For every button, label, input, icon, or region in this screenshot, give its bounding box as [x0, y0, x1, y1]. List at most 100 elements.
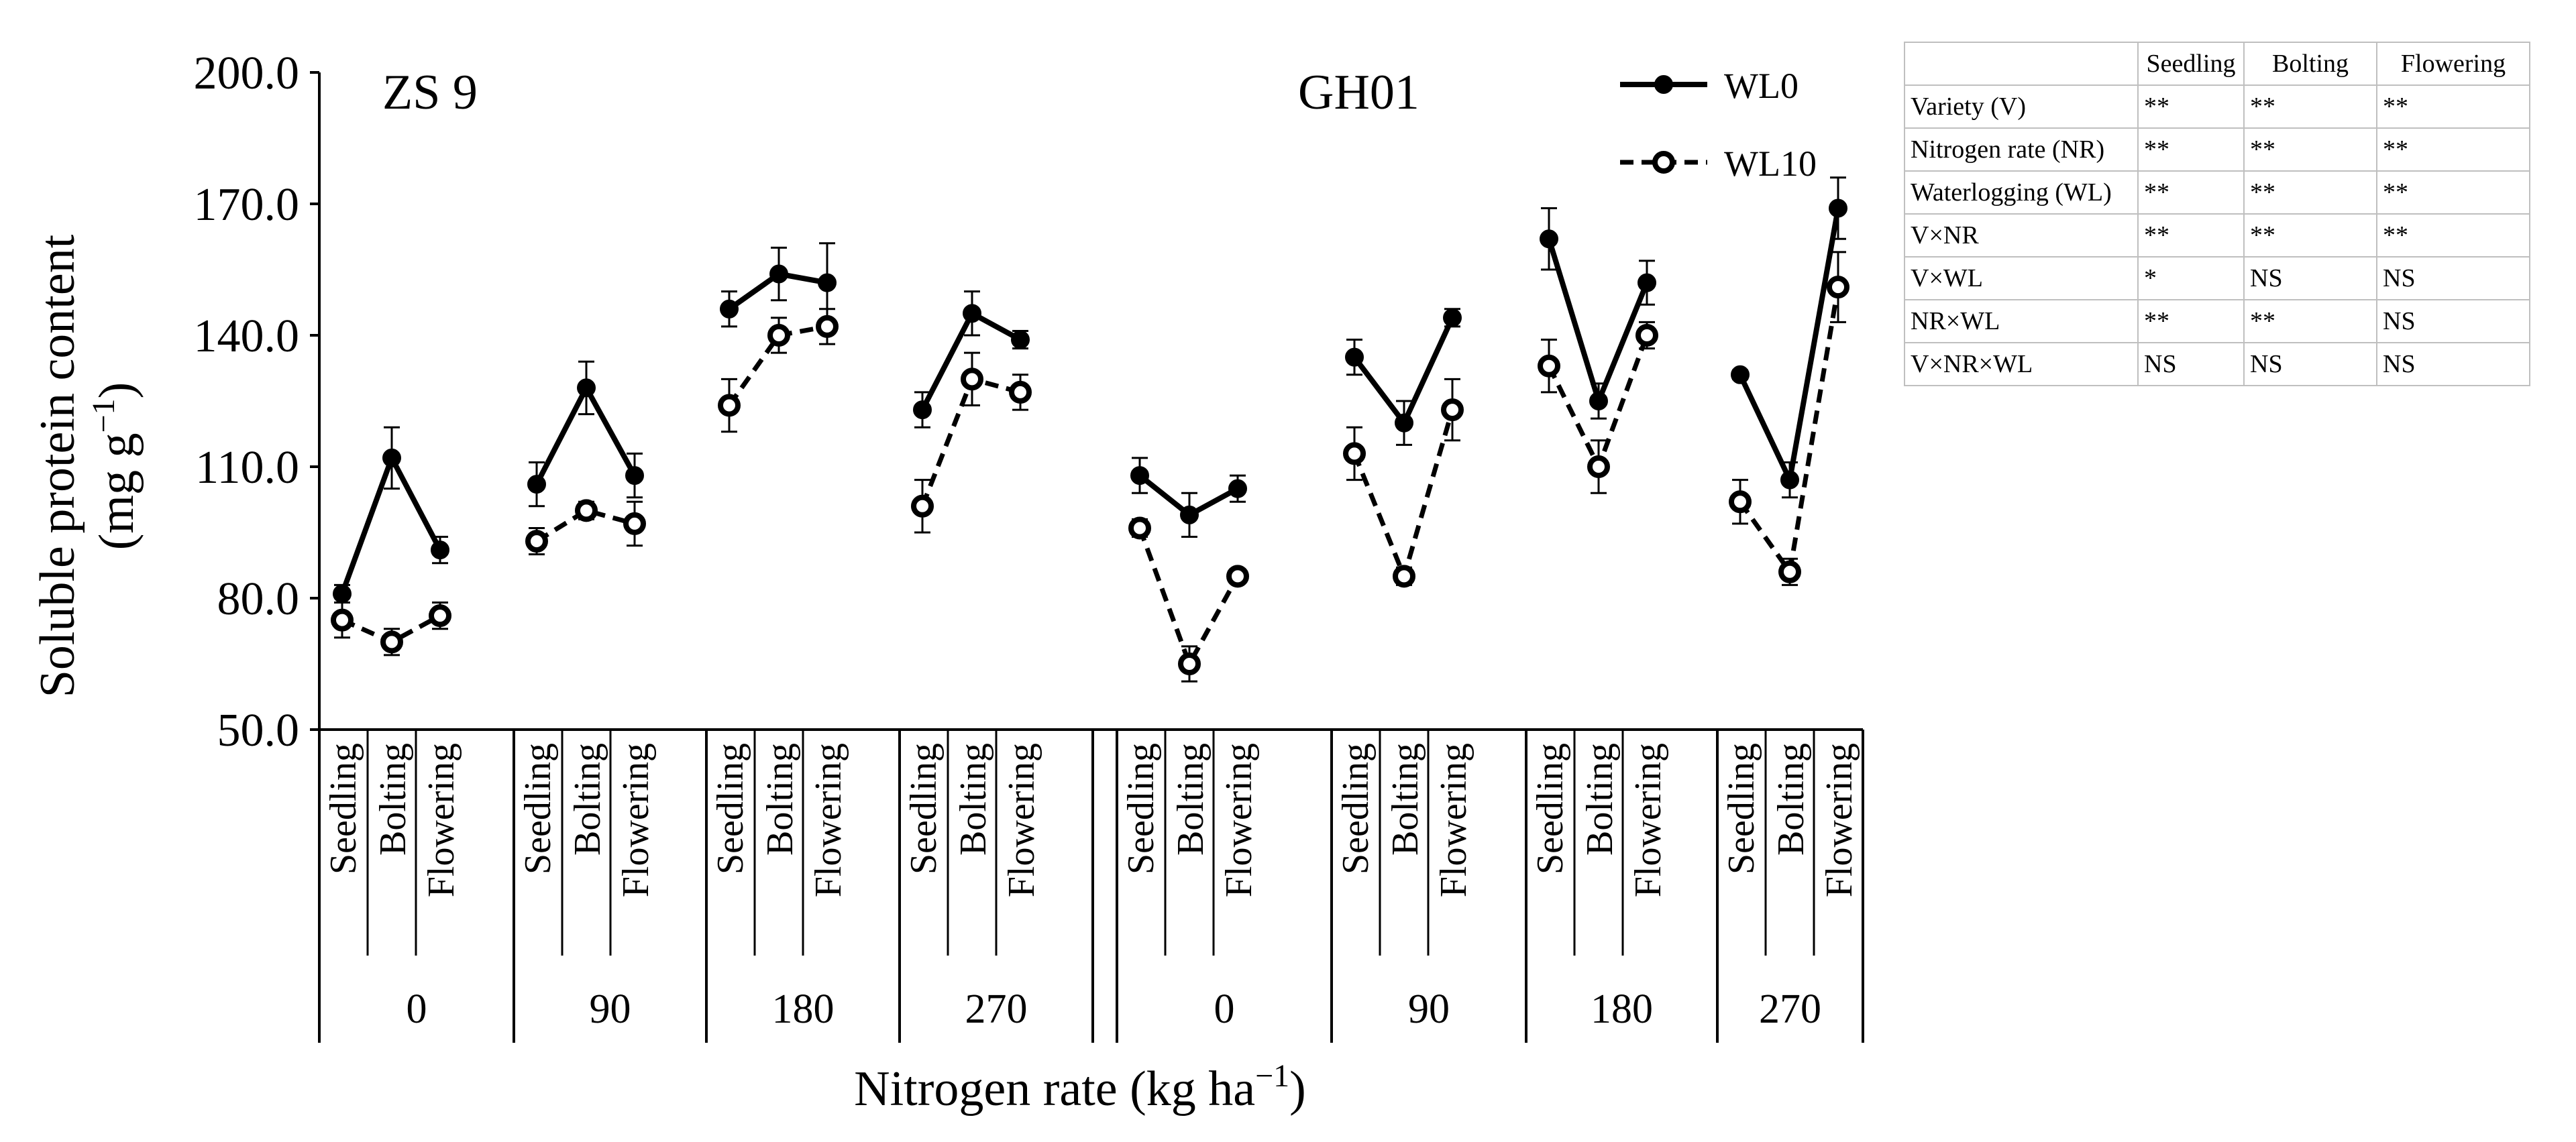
x-nitrogen-label: 180	[1591, 986, 1653, 1032]
data-point-wl0	[1011, 330, 1030, 349]
x-stage-label: Seedling	[1721, 743, 1762, 874]
series-layer	[331, 176, 1849, 683]
data-point-wl0	[1589, 392, 1608, 410]
data-point-wl10	[911, 494, 934, 518]
data-point-wl10	[1393, 565, 1415, 588]
x-axis-title: Nitrogen rate (kg ha−1)	[854, 1058, 1306, 1117]
table-row-label: Waterlogging (WL)	[1904, 170, 2139, 215]
data-point-wl0	[577, 378, 596, 398]
data-point-wl10	[1827, 276, 1849, 299]
legend-wl10-label: WL10	[1724, 144, 1817, 184]
x-stage-label: Seedling	[1335, 743, 1377, 874]
x-nitrogen-label: 0	[1214, 986, 1235, 1032]
y-tick-label: 200.0	[194, 48, 300, 99]
y-tick-label: 170.0	[194, 179, 300, 231]
table-header-row: Seedling Bolting Flowering	[1904, 42, 2530, 86]
x-stage-label: Flowering	[1433, 743, 1474, 897]
data-point-wl10	[429, 604, 451, 628]
x-axis-unit-prefix: Nitrogen rate (kg ha	[854, 1062, 1255, 1117]
data-point-wl0	[769, 264, 788, 284]
x-stage-label: Bolting	[1170, 743, 1212, 856]
table-cell: **	[2376, 170, 2530, 215]
x-axis-unit-sup: −1	[1255, 1058, 1289, 1094]
x-axis-unit-suffix: )	[1289, 1062, 1306, 1117]
data-point-wl0	[1130, 466, 1149, 486]
x-nitrogen-label: 0	[407, 986, 427, 1032]
data-point-wl10	[816, 315, 839, 338]
data-point-wl10	[961, 367, 983, 391]
x-stage-label: Flowering	[1001, 743, 1042, 897]
table-cell: **	[2137, 170, 2245, 215]
x-stage-label: Seedling	[517, 743, 559, 874]
table-row: V×WL * NS NS	[1904, 256, 2530, 300]
table-row-label: V×NR	[1904, 213, 2139, 258]
data-point-wl0	[333, 584, 352, 604]
x-nitrogen-label: 270	[1759, 986, 1821, 1032]
x-stage-label: Seedling	[1120, 743, 1162, 874]
data-point-wl10	[718, 394, 741, 417]
x-stage-label: Flowering	[808, 743, 849, 897]
y-tick-label: 140.0	[194, 310, 300, 362]
data-point-wl0	[527, 475, 546, 494]
x-stage-label: Seedling	[1529, 743, 1571, 874]
y-axis-unit-sup: −1	[86, 398, 121, 433]
series-line-wl10	[1137, 527, 1240, 670]
data-point-wl10	[1178, 652, 1201, 675]
data-point-wl10	[1635, 324, 1658, 347]
data-point-wl0	[818, 273, 837, 292]
data-point-wl0	[1731, 365, 1750, 384]
legend-wl10-marker	[1652, 151, 1675, 174]
x-stage-label: Bolting	[372, 743, 414, 856]
table-cell: **	[2243, 84, 2377, 129]
series-line-wl0	[1737, 207, 1841, 489]
x-stage-label: Flowering	[615, 743, 657, 897]
data-point-wl0	[1780, 470, 1799, 490]
data-point-wl0	[625, 466, 644, 486]
data-point-wl10	[1538, 354, 1560, 378]
table-row-label: NR×WL	[1904, 299, 2139, 343]
x-stage-label: Flowering	[1218, 743, 1260, 897]
table-cell: NS	[2243, 256, 2377, 300]
table-cell: NS	[2376, 299, 2530, 343]
table-header-cell: Seedling	[2137, 42, 2245, 86]
data-point-wl10	[525, 530, 548, 553]
significance-table: Seedling Bolting Flowering Variety (V) *…	[1904, 42, 2530, 386]
x-stage-label: Bolting	[1770, 743, 1812, 856]
data-point-wl10	[1778, 560, 1801, 583]
table-row: Nitrogen rate (NR) ** ** **	[1904, 127, 2530, 172]
table-cell: **	[2243, 127, 2377, 172]
data-point-wl0	[1829, 198, 1847, 218]
table-cell: NS	[2376, 256, 2530, 300]
y-tick-label: 80.0	[217, 573, 300, 625]
y-tick-label: 110.0	[195, 442, 299, 494]
variety-label-zs9: ZS 9	[382, 65, 478, 120]
data-point-wl0	[1540, 229, 1558, 249]
table-cell: **	[2137, 84, 2245, 129]
series-line-wl0	[1546, 238, 1650, 409]
legend-wl0-label: WL0	[1724, 66, 1799, 106]
y-axis: 50.0 80.0 110.0 140.0 170.0 200.0	[194, 48, 321, 1043]
data-point-wl10	[1009, 380, 1032, 404]
data-point-wl0	[1180, 505, 1199, 524]
data-point-wl10	[331, 608, 354, 632]
data-point-wl10	[1587, 455, 1610, 478]
table-cell: NS	[2243, 342, 2377, 386]
x-stage-label: Seedling	[710, 743, 751, 874]
legend: WL0 WL10	[1620, 66, 1817, 184]
x-stage-label: Bolting	[953, 743, 994, 856]
x-stage-label: Seedling	[323, 743, 364, 874]
table-header-cell: Flowering	[2376, 42, 2530, 86]
data-point-wl10	[767, 324, 790, 347]
data-point-wl0	[963, 304, 981, 323]
data-point-wl10	[1226, 565, 1249, 588]
x-stage-label: Flowering	[1819, 743, 1860, 897]
series-line-wl10	[535, 508, 635, 544]
x-stage-label: Flowering	[421, 743, 462, 897]
y-axis-unit-suffix: )	[89, 382, 144, 399]
y-axis-unit-prefix: (mg g	[89, 433, 144, 551]
x-nitrogen-label: 90	[1408, 986, 1450, 1032]
data-point-wl0	[1638, 273, 1656, 292]
table-cell: **	[2243, 213, 2377, 258]
